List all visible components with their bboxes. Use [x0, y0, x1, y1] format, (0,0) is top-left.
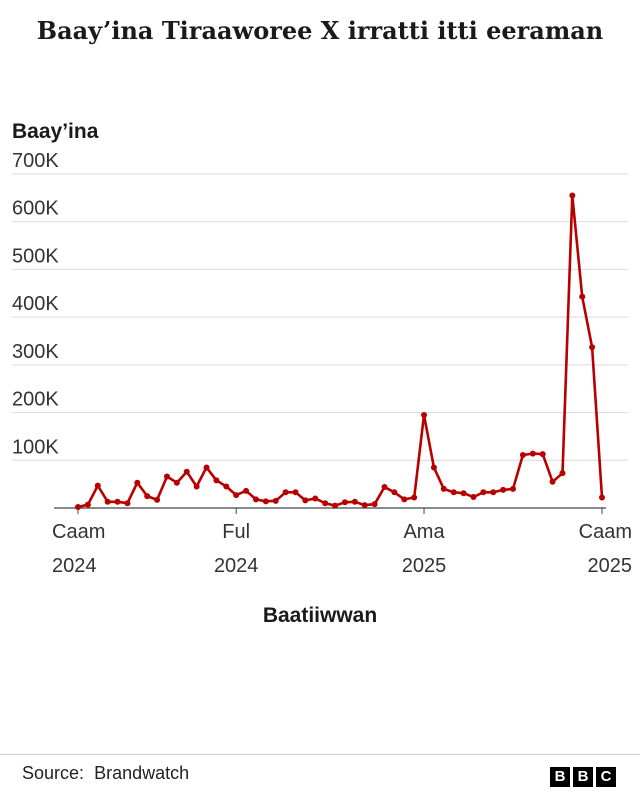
x-axis-label: Baatiiwwan — [262, 604, 378, 627]
data-point — [292, 489, 299, 496]
data-point — [94, 482, 101, 489]
data-point — [539, 451, 546, 458]
data-point — [75, 504, 81, 511]
x-tick-label-month: Caam — [579, 521, 632, 543]
data-point — [173, 479, 180, 486]
bbc-logo-letter-1: B — [550, 767, 570, 787]
data-point — [549, 478, 556, 485]
data-point — [391, 489, 398, 496]
series-line — [76, 194, 604, 509]
data-point — [252, 496, 259, 503]
data-point — [193, 483, 200, 490]
data-point — [361, 502, 368, 509]
data-point — [262, 498, 269, 505]
data-point — [529, 450, 536, 457]
data-point — [579, 293, 586, 300]
data-point — [440, 485, 447, 492]
data-point — [500, 486, 507, 493]
y-tick-label: 700K — [12, 150, 59, 172]
data-point — [272, 497, 279, 504]
y-tick-label: 500K — [12, 245, 59, 267]
data-point — [411, 494, 418, 501]
data-point — [510, 485, 517, 492]
bbc-logo-letter-2: B — [573, 767, 593, 787]
data-point — [519, 452, 526, 459]
data-point — [114, 498, 121, 505]
data-point — [559, 470, 566, 477]
data-point — [183, 468, 190, 475]
data-point — [312, 495, 319, 502]
data-point — [430, 464, 437, 471]
y-tick-label: 600K — [12, 198, 59, 220]
data-point — [599, 494, 605, 501]
data-point — [351, 498, 358, 505]
data-point — [163, 473, 170, 480]
data-point — [322, 500, 329, 507]
data-point — [371, 501, 378, 508]
x-tick-label-year: 2024 — [214, 555, 259, 577]
data-point — [460, 490, 467, 497]
x-tick-label-year: 2025 — [588, 555, 633, 577]
x-tick-label-month: Ama — [403, 521, 445, 543]
data-point — [302, 497, 309, 504]
data-point — [569, 192, 576, 199]
chart-title: Baay’ina Tiraaworee X irratti itti eeram… — [36, 16, 604, 45]
data-point — [450, 489, 457, 496]
data-point — [223, 483, 230, 490]
data-point — [341, 499, 348, 506]
data-point — [104, 498, 111, 505]
bbc-logo-letter-3: C — [596, 767, 616, 787]
source-value: Brandwatch — [94, 763, 190, 783]
x-tick-label-year: 2025 — [402, 555, 447, 577]
source-label: Source: — [22, 763, 85, 783]
source-note: Source: Brandwatch — [22, 763, 189, 784]
bbc-logo: B B C — [550, 767, 616, 787]
x-tick-label-month: Ful — [222, 521, 250, 543]
data-point — [421, 411, 428, 418]
data-point — [134, 479, 141, 486]
y-axis-label: Baay’ina — [12, 120, 99, 143]
data-point — [470, 494, 477, 501]
data-point — [144, 493, 151, 500]
data-point — [589, 344, 596, 351]
data-point — [84, 501, 91, 508]
data-point — [124, 500, 131, 507]
y-tick-label: 400K — [12, 293, 59, 315]
data-point — [332, 502, 339, 509]
y-tick-label: 200K — [12, 389, 59, 411]
data-point — [213, 477, 220, 484]
data-point — [233, 492, 240, 499]
data-point — [490, 489, 497, 496]
data-point — [401, 496, 408, 503]
data-point — [282, 489, 289, 496]
footer-divider — [0, 754, 640, 755]
y-tick-label: 300K — [12, 341, 59, 363]
data-point — [154, 496, 161, 503]
data-point — [243, 487, 250, 494]
y-tick-label: 100K — [12, 436, 59, 458]
x-tick-label-year: 2024 — [52, 555, 97, 577]
data-point — [381, 484, 388, 491]
x-tick-label-month: Caam — [52, 521, 105, 543]
data-point — [480, 489, 487, 496]
data-point — [203, 464, 210, 471]
